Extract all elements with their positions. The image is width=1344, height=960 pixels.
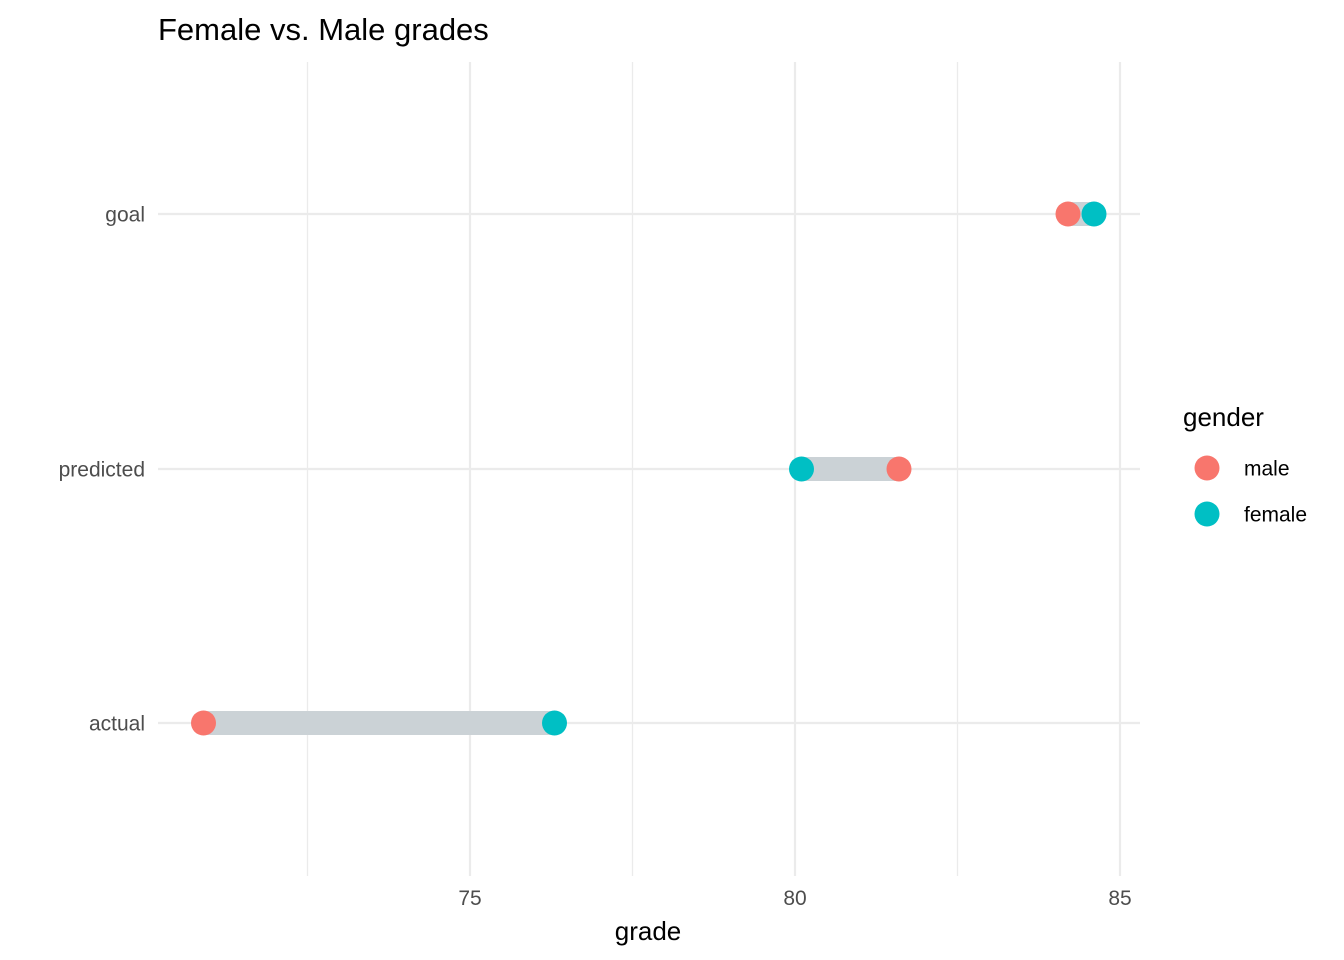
legend-entries: male female (1194, 455, 1307, 527)
legend-title: gender (1183, 402, 1264, 432)
legend-key-female (1194, 501, 1220, 527)
legend: gender male female (1183, 402, 1307, 527)
legend-label-male: male (1244, 458, 1290, 481)
point-male-predicted (886, 456, 912, 482)
point-female-predicted (789, 456, 814, 482)
x-tick-label: 75 (458, 887, 481, 910)
point-female-goal (1081, 201, 1107, 227)
y-axis-tick-labels: goal predicted actual (59, 204, 145, 736)
x-tick-label: 85 (1108, 887, 1131, 910)
x-axis-title: grade (615, 916, 682, 946)
chart-title: Female vs. Male grades (158, 12, 489, 47)
y-tick-label-predicted: predicted (59, 459, 145, 482)
point-male-goal (1055, 201, 1081, 227)
x-tick-label: 80 (783, 887, 806, 910)
x-axis-tick-labels: 75 80 85 (458, 887, 1131, 910)
y-tick-label-actual: actual (89, 713, 145, 736)
y-tick-label-goal: goal (105, 204, 145, 227)
grid-lines (158, 62, 1140, 876)
point-female-actual (542, 710, 567, 736)
legend-key-male (1194, 455, 1220, 481)
point-male-actual (191, 710, 216, 736)
data-points (191, 201, 1107, 736)
legend-label-female: female (1244, 504, 1307, 527)
